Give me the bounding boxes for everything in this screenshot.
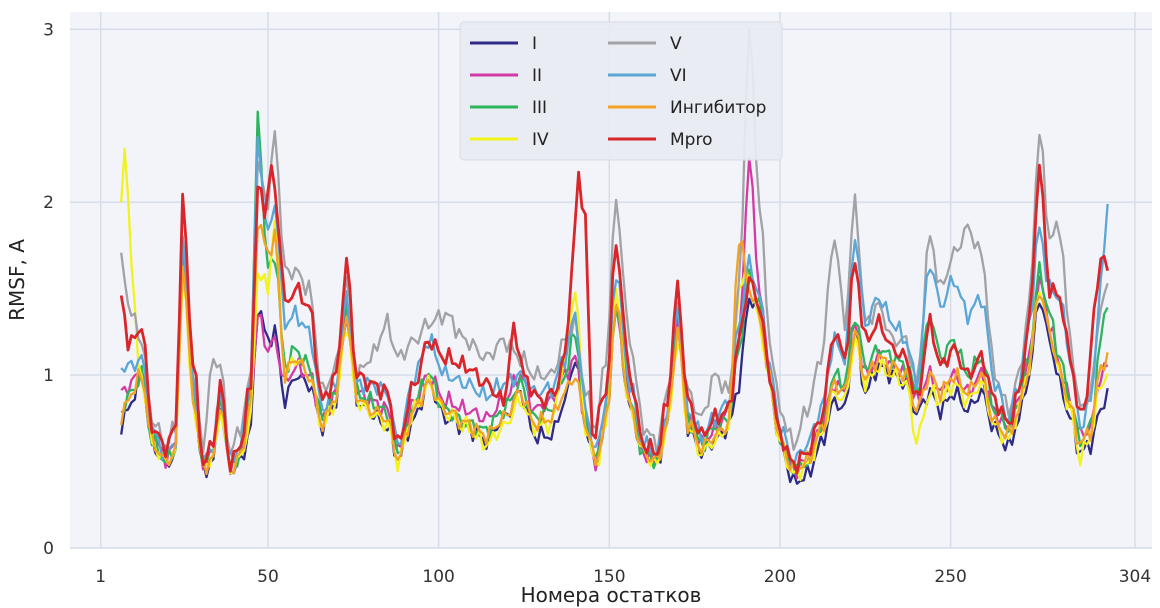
x-tick-label: 100	[422, 567, 454, 587]
x-axis-title: Номера остатков	[521, 583, 702, 607]
legend-box	[459, 21, 783, 161]
x-tick-label: 200	[764, 567, 796, 587]
legend-label: Mpro	[670, 130, 712, 150]
series-line	[119, 163, 1109, 475]
legend-label: IV	[532, 130, 549, 150]
y-tick-label: 0	[43, 539, 54, 559]
x-tick-labels: 1 50 100 150 200 250 304	[95, 567, 1151, 587]
y-axis-title: RMSF, A	[5, 239, 29, 321]
y-tick-label: 3	[43, 20, 54, 40]
x-tick-label: 50	[257, 567, 279, 587]
series-line	[120, 136, 1109, 469]
legend-label: VI	[670, 66, 687, 86]
y-tick-label: 2	[43, 193, 54, 213]
y-tick-label: 1	[43, 366, 54, 386]
x-tick-label: 150	[593, 567, 625, 587]
series-line	[120, 223, 1109, 476]
legend-label: III	[532, 98, 547, 118]
y-tick-labels: 0 1 2 3	[43, 20, 54, 559]
x-tick-label: 1	[95, 567, 106, 587]
legend-label: Ингибитор	[670, 98, 766, 118]
x-tick-label: 304	[1119, 567, 1151, 587]
legend-label: II	[532, 66, 542, 86]
legend-label: I	[532, 34, 537, 54]
legend-label: V	[670, 34, 682, 54]
series-line	[120, 28, 1109, 456]
series-lines	[119, 28, 1109, 485]
x-tick-label: 250	[934, 567, 966, 587]
